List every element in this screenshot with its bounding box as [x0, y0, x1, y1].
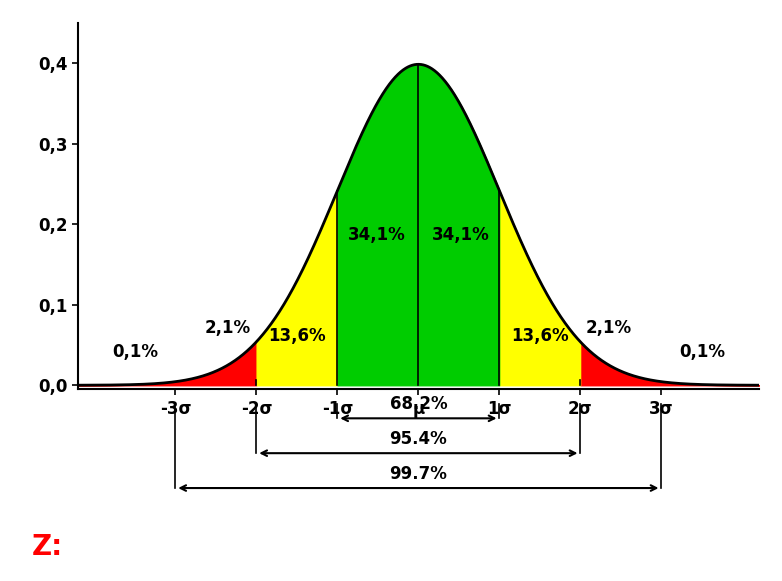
Text: 13,6%: 13,6% — [511, 327, 569, 345]
Text: 0,1%: 0,1% — [112, 343, 158, 361]
Text: 2,1%: 2,1% — [586, 319, 632, 337]
Text: 34,1%: 34,1% — [432, 227, 490, 245]
Text: 13,6%: 13,6% — [268, 327, 325, 345]
Text: 34,1%: 34,1% — [347, 227, 405, 245]
Text: 68.2%: 68.2% — [389, 395, 447, 413]
Text: Z:: Z: — [31, 533, 63, 561]
Text: 99.7%: 99.7% — [389, 465, 447, 483]
Text: 2,1%: 2,1% — [205, 319, 251, 337]
Text: 95.4%: 95.4% — [389, 430, 447, 448]
Text: 0,1%: 0,1% — [679, 343, 725, 361]
